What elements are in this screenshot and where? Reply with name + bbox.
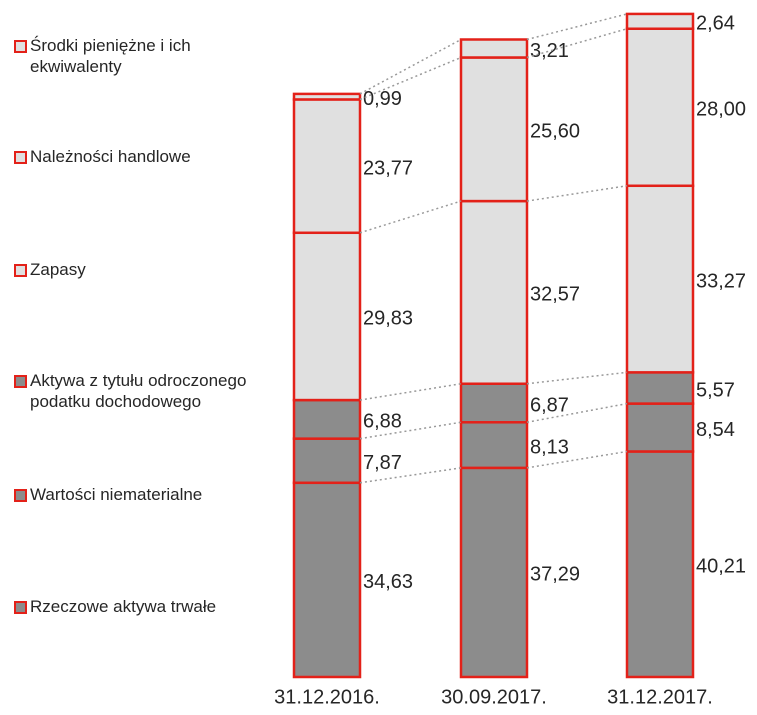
value-label: 40,21 <box>696 556 746 578</box>
bar-segment <box>459 56 529 203</box>
bar-segment <box>459 38 529 59</box>
value-label: 7,87 <box>363 452 402 474</box>
bar-segment <box>625 12 695 30</box>
bar-segment <box>625 371 695 405</box>
bar-segment <box>292 98 362 235</box>
bar-segment <box>292 437 362 485</box>
connector <box>526 28 628 59</box>
legend-swatch <box>14 151 27 164</box>
bar-segment <box>292 92 362 101</box>
connector <box>526 371 628 385</box>
bar-segment <box>292 481 362 679</box>
connector <box>526 13 628 41</box>
legend-swatch <box>14 489 27 502</box>
value-label: 2,64 <box>696 13 735 35</box>
legend-swatch <box>14 264 27 277</box>
legend-swatch <box>14 40 27 53</box>
legend-label: Wartości niematerialne <box>30 485 203 504</box>
value-label: 34,63 <box>363 571 413 593</box>
legend-label: Aktywa z tytułu odroczonego podatku doch… <box>30 371 247 411</box>
bar-segment <box>459 466 529 679</box>
legend-entry: Zapasy <box>14 259 264 280</box>
legend-label: Zapasy <box>30 260 86 279</box>
x-tick-label: 31.12.2016. <box>274 686 380 708</box>
value-label: 8,13 <box>530 436 569 458</box>
legend-swatch <box>14 601 27 614</box>
value-label: 32,57 <box>530 284 580 306</box>
connector <box>526 185 628 202</box>
value-label: 0,99 <box>363 88 402 110</box>
legend-entry: Środki pieniężne i ich ekwiwalenty <box>14 35 264 77</box>
connector <box>359 467 462 484</box>
value-label: 6,88 <box>363 411 402 433</box>
bar-segment <box>625 450 695 679</box>
legend-entry: Wartości niematerialne <box>14 484 264 505</box>
value-label: 3,21 <box>530 40 569 62</box>
x-tick-label: 31.12.2017. <box>607 686 713 708</box>
value-label: 28,00 <box>696 99 746 121</box>
bar-segment <box>292 398 362 440</box>
connector <box>359 421 462 440</box>
legend-swatch <box>14 375 27 388</box>
connector <box>359 200 462 234</box>
legend-label: Rzeczowe aktywa trwałe <box>30 597 217 616</box>
bar-segment <box>459 382 529 424</box>
value-label: 5,57 <box>696 379 735 401</box>
connector <box>359 382 462 401</box>
bar-segment <box>625 27 695 188</box>
bar-segment <box>625 402 695 453</box>
bar-segment <box>459 199 529 385</box>
legend-entry: Rzeczowe aktywa trwałe <box>14 596 264 617</box>
connector <box>359 38 462 95</box>
legend-label: Należności handlowe <box>30 147 191 166</box>
connector <box>359 56 462 101</box>
value-label: 6,87 <box>530 394 569 416</box>
legend-label: Środki pieniężne i ich ekwiwalenty <box>30 36 191 76</box>
x-tick-label: 30.09.2017. <box>441 686 547 708</box>
value-label: 33,27 <box>696 270 746 292</box>
bar-segment <box>625 184 695 374</box>
connector <box>526 402 628 424</box>
bar-segment <box>292 231 362 402</box>
value-label: 23,77 <box>363 157 413 179</box>
bar-segment <box>459 421 529 470</box>
legend-entry: Aktywa z tytułu odroczonego podatku doch… <box>14 370 264 412</box>
value-label: 29,83 <box>363 308 413 330</box>
value-label: 25,60 <box>530 121 580 143</box>
value-label: 37,29 <box>530 564 580 586</box>
connector <box>526 450 628 469</box>
value-label: 8,54 <box>696 419 735 441</box>
legend-entry: Należności handlowe <box>14 146 264 167</box>
